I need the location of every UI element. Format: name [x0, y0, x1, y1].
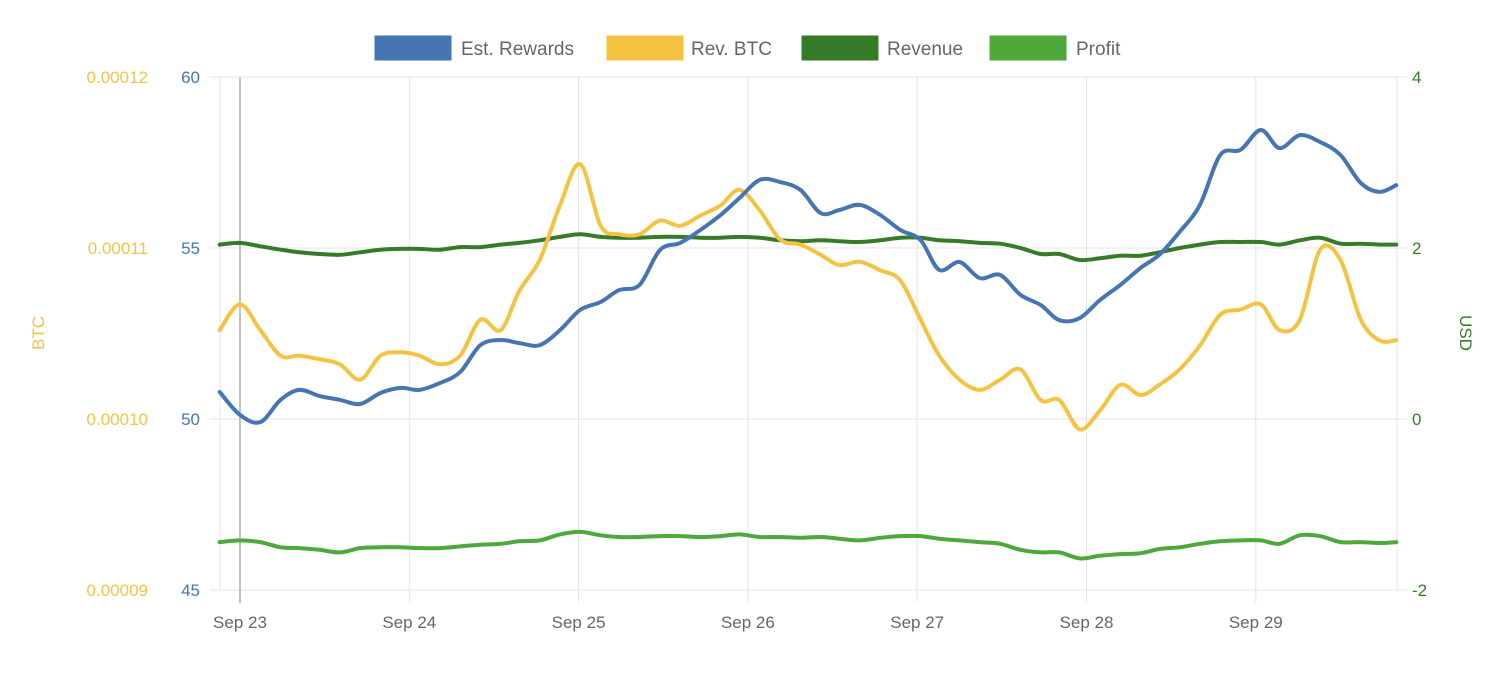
legend-swatch [373, 34, 453, 62]
left-inner-tick-label: 60 [181, 68, 200, 87]
legend-item[interactable]: Est. Rewards [373, 34, 574, 62]
x-tick-label: Sep 23 [213, 613, 267, 632]
left-inner-tick-label: 45 [181, 581, 200, 600]
left-inner-tick-label: 50 [181, 410, 200, 429]
legend-swatch [605, 34, 685, 62]
left-inner-tick-label: 55 [181, 239, 200, 258]
right-tick-label: -2 [1412, 581, 1427, 600]
legend-label: Profit [1076, 39, 1121, 60]
legend-item[interactable]: Rev. BTC [605, 34, 772, 62]
x-tick-label: Sep 29 [1229, 613, 1283, 632]
x-tick-label: Sep 25 [552, 613, 606, 632]
x-tick-label: Sep 28 [1060, 613, 1114, 632]
left-outer-tick-label: 0.00010 [87, 410, 148, 429]
legend-item[interactable]: Revenue [800, 34, 963, 62]
right-tick-label: 0 [1412, 410, 1421, 429]
series-line-rev-btc [217, 162, 1399, 432]
legend-label: Revenue [887, 39, 963, 60]
legend-item[interactable]: Profit [988, 34, 1121, 62]
right-axis-title: USD [1456, 315, 1475, 351]
left-outer-tick-label: 0.00012 [87, 68, 148, 87]
axis-ticks: 60 0.00012 55 0.00011 50 0.00010 45 0.00009 4 2 0 -… [87, 68, 1428, 632]
legend-label: Rev. BTC [691, 39, 772, 60]
right-tick-label: 4 [1412, 68, 1421, 87]
right-tick-label: 2 [1412, 239, 1421, 258]
grid [210, 76, 1407, 602]
legend-swatch [800, 34, 880, 62]
series-lines [217, 128, 1399, 561]
legend-label: Est. Rewards [461, 39, 574, 60]
legend-swatch [988, 34, 1068, 62]
x-tick-label: Sep 26 [721, 613, 775, 632]
left-axis-title: BTC [29, 316, 48, 350]
left-outer-tick-label: 0.00011 [88, 239, 148, 258]
legend: Est. Rewards Rev. BTC Revenue Profit [373, 34, 1121, 62]
series-line-revenue [217, 232, 1399, 263]
series-line-est-rewards [217, 128, 1399, 425]
x-tick-label: Sep 24 [382, 613, 436, 632]
x-tick-label: Sep 27 [890, 613, 944, 632]
left-outer-tick-label: 0.00009 [87, 581, 148, 600]
series-line-profit [217, 529, 1399, 561]
